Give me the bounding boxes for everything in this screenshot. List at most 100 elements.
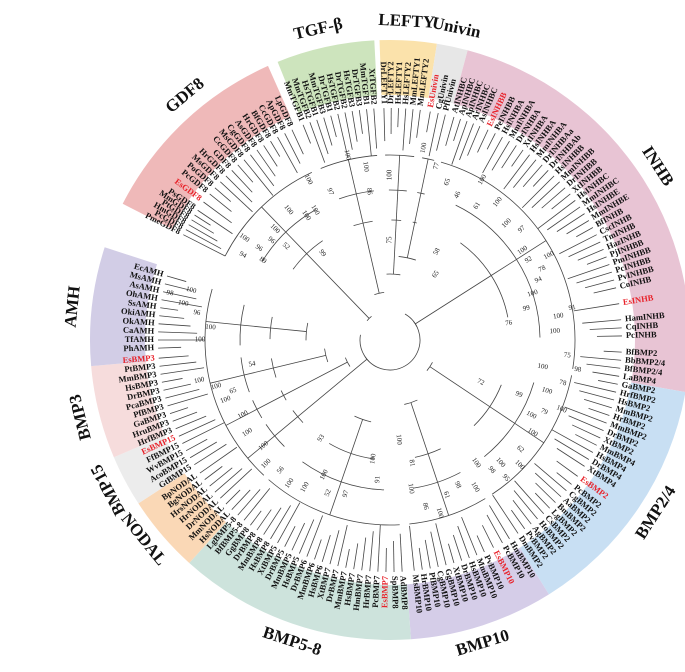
bootstrap-value: 100 — [318, 468, 330, 481]
tip-branch — [457, 525, 470, 559]
tip-branch — [162, 291, 197, 300]
tip-branch — [158, 323, 191, 327]
bootstrap-value: 100 — [269, 222, 282, 235]
tip-branch — [435, 523, 447, 566]
tip-branch — [366, 109, 372, 156]
tip-branch — [556, 448, 585, 467]
backbone-branch — [415, 275, 492, 325]
bootstrap-value: 96 — [254, 243, 265, 254]
taxon-label: SsAMH — [127, 297, 157, 311]
tip-branch — [564, 406, 607, 424]
bootstrap-value: 100 — [537, 362, 549, 372]
bootstrap-value: 100 — [205, 323, 217, 332]
tip-branch — [158, 355, 189, 359]
tip-branch — [188, 224, 218, 242]
taxon-label: DrLEFTY2 — [385, 61, 395, 104]
bootstrap-value: 65 — [228, 386, 238, 396]
tip-branch — [482, 525, 494, 548]
tip-branch — [534, 463, 567, 491]
tip-branch — [477, 129, 489, 153]
taxon-label: BfBMP2/4 — [624, 363, 664, 378]
tip-branch — [467, 125, 481, 156]
tip-branch — [351, 111, 358, 142]
tip-branch — [302, 124, 311, 144]
tip-branch — [160, 367, 205, 375]
backbone-branch — [297, 358, 368, 418]
tip-branch — [531, 181, 560, 208]
clade-arc — [292, 410, 304, 423]
taxon-labels: PmeGDF8PcGDF8HmGDF8PtGDF8MmGDF8PsGDF8EsG… — [118, 57, 666, 614]
tip-branch — [225, 175, 253, 203]
clade-arc — [338, 190, 374, 200]
bootstrap-value: 100 — [553, 311, 565, 320]
clade-band-tgfb — [277, 40, 378, 113]
tip-branch — [512, 500, 532, 525]
clade-stem — [514, 423, 545, 444]
bootstrap-value: 100 — [435, 507, 446, 520]
bootstrap-value: 91 — [373, 475, 382, 483]
tip-branch — [436, 114, 446, 151]
tip-branch — [159, 315, 185, 319]
taxon-label: AdBMP8 — [398, 575, 410, 609]
tip-branch — [160, 307, 179, 311]
tip-branch — [284, 133, 301, 164]
clade-stem — [397, 155, 401, 191]
tip-branch — [554, 438, 590, 460]
clade-stem — [427, 453, 438, 483]
tip-branch — [568, 241, 601, 258]
tip-branch — [237, 164, 254, 183]
bootstrap-value: 72 — [476, 377, 486, 387]
tip-branch — [573, 303, 620, 312]
tip-branch — [182, 422, 225, 444]
bootstrap-value: 100 — [469, 480, 481, 494]
clade-band-lefty — [379, 40, 437, 99]
tip-branch — [337, 525, 348, 567]
clade-stem — [240, 324, 271, 329]
bootstrap-value: 100 — [541, 385, 554, 396]
tip-branch — [592, 371, 620, 377]
backbone-arc — [404, 399, 418, 405]
bootstrap-value: 100 — [303, 173, 315, 186]
tip-branch — [270, 140, 281, 157]
tip-branch — [209, 467, 233, 487]
tip-branch — [585, 279, 615, 289]
tip-branch — [203, 201, 232, 224]
bootstrap-value: 76 — [505, 318, 514, 327]
bootstrap-value: 100 — [476, 173, 488, 187]
taxon-label: MsBMP10 — [411, 574, 425, 614]
clade-bands — [90, 40, 685, 640]
tree-branches — [158, 108, 622, 572]
bootstrap-value: 100 — [395, 434, 404, 446]
backbone-branch — [393, 220, 397, 275]
backbone-branch — [270, 327, 307, 332]
tip-branch — [158, 331, 198, 334]
clade-label-amh: AMH — [61, 285, 84, 328]
backbone-arc — [324, 348, 329, 363]
clade-stem — [355, 193, 364, 224]
bootstrap-value: 94 — [533, 274, 543, 284]
tip-branch — [582, 319, 622, 324]
tip-branch — [329, 530, 340, 565]
tip-branch — [586, 363, 621, 369]
bootstrap-value: 100 — [407, 483, 416, 495]
tip-branch — [250, 154, 275, 187]
backbone-branch — [410, 402, 429, 454]
bootstrap-value: 100 — [238, 231, 252, 244]
bootstrap-value: 65 — [430, 269, 441, 280]
clade-stem — [395, 190, 399, 221]
clade-arc — [261, 209, 317, 262]
clade-stem — [489, 406, 515, 424]
tip-branch — [511, 149, 524, 167]
clade-arc — [240, 357, 250, 393]
tip-branch — [532, 170, 549, 187]
tip-branch — [428, 112, 439, 157]
tip-branch — [353, 543, 359, 570]
bootstrap-value: 56 — [275, 464, 286, 475]
clade-band-inhb — [453, 50, 685, 393]
tip-branch — [575, 434, 597, 446]
bootstrap-value: 100 — [513, 458, 526, 471]
tip-branch — [426, 111, 431, 133]
bootstrap-value: 99 — [317, 248, 328, 259]
